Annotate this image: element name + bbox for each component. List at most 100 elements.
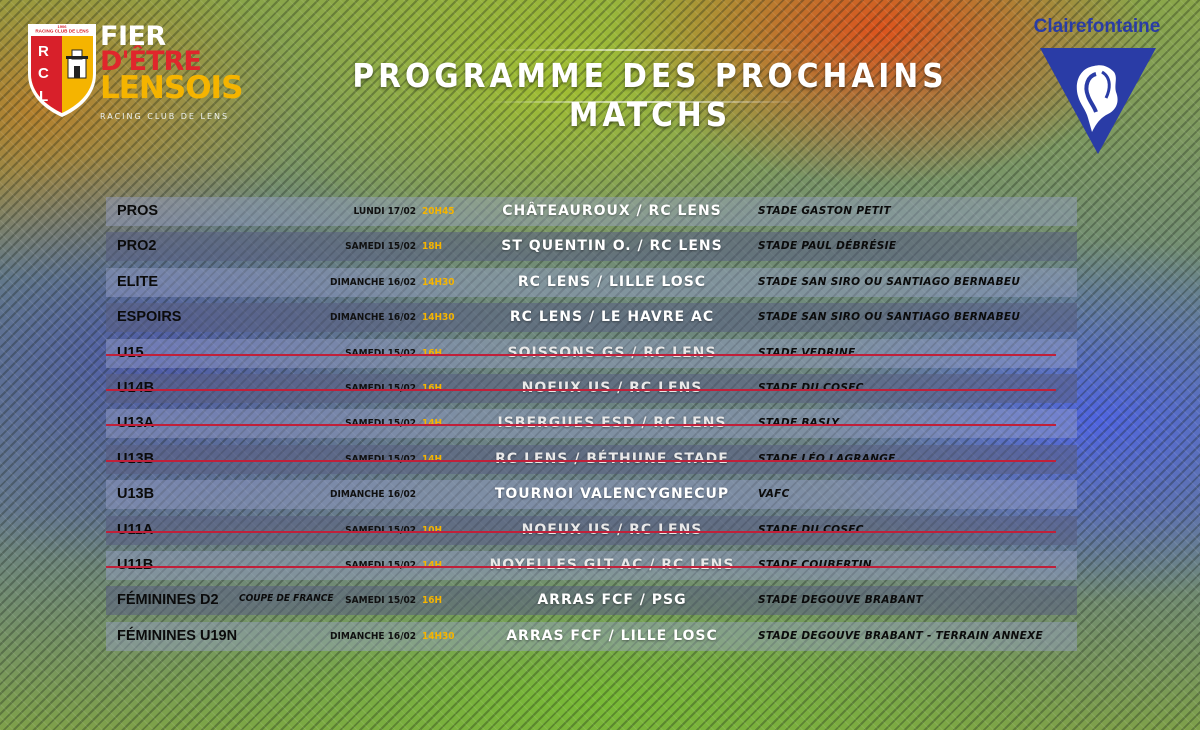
match-teams: SOISSONS GS / RC LENS — [507, 344, 717, 361]
match-time: 14H30 — [422, 312, 455, 324]
match-teams: RC LENS / BÉTHUNE STADE — [495, 450, 729, 467]
match-venue: STADE COUBERTIN — [758, 558, 872, 571]
match-venue: STADE LÉO LAGRANGE — [758, 452, 896, 465]
category-label: ESPOIRS — [117, 309, 182, 326]
title-rule-bottom — [480, 101, 810, 103]
cancelled-strike-line — [106, 459, 1056, 462]
page-title: PROGRAMME DES PROCHAINS MATCHS — [352, 56, 948, 134]
category-label: ELITE — [117, 273, 159, 290]
match-teams: ARRAS FCF / LILLE LOSC — [506, 627, 718, 644]
match-time: 16H — [422, 595, 443, 607]
match-date: SAMEDI 15/02 — [345, 348, 416, 359]
match-date: SAMEDI 15/02 — [345, 454, 416, 465]
match-date: LUNDI 17/02 — [353, 206, 416, 217]
match-venue: STADE PAUL DÉBRÉSIE — [758, 240, 897, 253]
table-row: ELITE DIMANCHE 16/02 14H30 RC LENS / LILLE … — [106, 267, 1077, 297]
match-date: DIMANCHE 16/02 — [330, 630, 416, 642]
table-row: PROS LUNDI 17/02 20H45 CHÂTEAUROUX / RC LEN… — [106, 197, 1077, 226]
category-label: U14B — [117, 379, 155, 396]
match-time: 14H30 — [422, 276, 455, 288]
match-time: 14H30 — [422, 630, 455, 642]
cancelled-strike-line — [106, 530, 1056, 533]
match-teams: NOEUX US / RC LENS — [521, 521, 703, 538]
match-teams: TOURNOI VALENCYGNECUP — [494, 486, 730, 503]
match-venue: STADE DU COSEC — [758, 381, 864, 394]
match-date: SAMEDI 15/02 — [345, 525, 416, 536]
match-time: 14H — [422, 418, 442, 429]
category-label: FÉMININES D2 — [117, 592, 219, 609]
category-label: PROS — [117, 203, 159, 219]
table-row: U13B DIMANCHE 16/02 TOURNOI VALENCYGNECUP V… — [106, 480, 1077, 510]
match-venue: STADE DU COSEC — [758, 523, 864, 536]
table-row: ESPOIRS DIMANCHE 16/02 14H30 RC LENS / LE H… — [106, 303, 1077, 333]
match-venue: STADE VEDRINE — [758, 346, 856, 359]
match-date: SAMEDI 15/02 — [345, 418, 416, 429]
match-venue: STADE SAN SIRO OU SANTIAGO BERNABEU — [758, 275, 1021, 288]
brand-line-3: LENSOIS — [100, 70, 243, 106]
match-date: DIMANCHE 16/02 — [330, 489, 416, 501]
match-time: 10H — [422, 525, 442, 536]
category-label: FÉMININES U19N — [117, 627, 238, 644]
match-venue: STADE DEGOUVE BRABANT - TERRAIN ANNEXE — [758, 629, 1043, 642]
match-schedule-table: PROS LUNDI 17/02 20H45 CHÂTEAUROUX / RC LEN… — [106, 197, 1077, 657]
match-date: DIMANCHE 16/02 — [330, 312, 416, 324]
match-venue: STADE DEGOUVE BRABANT — [758, 594, 924, 607]
logo-club-text: RACING CLUB DE LENS — [35, 29, 88, 34]
sponsor-logo — [1040, 48, 1156, 154]
category-label: U15 — [117, 344, 144, 361]
cancelled-strike-line — [106, 565, 1056, 568]
svg-text:R: R — [38, 43, 49, 60]
match-teams: RC LENS / LE HAVRE AC — [509, 309, 715, 326]
match-venue: STADE GASTON PETIT — [758, 205, 891, 217]
match-teams: ST QUENTIN O. / RC LENS — [501, 238, 723, 255]
match-time: 16H — [422, 383, 442, 394]
brand-slogan: FIER D'ÊTRE LENSOIS RACING CLUB DE LENS — [100, 21, 270, 121]
svg-text:C: C — [38, 65, 49, 82]
category-label: U11A — [117, 521, 154, 538]
match-teams: CHÂTEAUROUX / RC LENS — [502, 203, 722, 219]
match-date: DIMANCHE 16/02 — [330, 276, 416, 288]
table-row: FÉMININES U19N DIMANCHE 16/02 14H30 ARRAS F… — [106, 621, 1077, 651]
logo-year: 1906 — [58, 24, 68, 29]
cancelled-strike-line — [106, 424, 1056, 427]
match-teams: ARRAS FCF / PSG — [537, 592, 687, 609]
table-row: PRO2 SAMEDI 15/02 18H ST QUENTIN O. / RC LE… — [106, 232, 1077, 262]
brand-line-1: FIER — [100, 21, 166, 52]
match-teams: NOEUX US / RC LENS — [521, 379, 703, 396]
category-label: U13B — [117, 486, 155, 503]
sponsor-name: Clairefontaine — [1033, 16, 1161, 37]
match-date: SAMEDI 15/02 — [345, 560, 416, 571]
category-label: U13B — [117, 450, 155, 467]
table-row: U15 SAMEDI 15/02 16H SOISSONS GS / RC LENS S… — [106, 338, 1077, 368]
match-teams: RC LENS / LILLE LOSC — [517, 273, 707, 290]
brand-line-2: D'ÊTRE — [100, 46, 202, 77]
title-rule-top — [480, 49, 810, 51]
category-label: U11B — [117, 556, 154, 573]
cancelled-strike-line — [106, 388, 1056, 391]
match-venue: VAFC — [758, 488, 790, 501]
svg-text:L: L — [39, 88, 48, 105]
match-date: SAMEDI 15/02 — [345, 241, 416, 253]
table-row: FÉMININES D2 SAMEDI 15/02 16H ARRAS FCF / P… — [106, 586, 1077, 616]
rc-lens-logo: 1906 RACING CLUB DE LENS R C L — [28, 24, 96, 117]
match-time: 14H — [422, 560, 442, 571]
match-date: SAMEDI 15/02 — [345, 595, 416, 607]
category-label: U13A — [117, 415, 155, 432]
brand-subtitle: RACING CLUB DE LENS — [100, 112, 230, 121]
table-row: U11B SAMEDI 15/02 14H NOYELLES GLT AC / RC … — [106, 550, 1077, 580]
match-venue: STADE SAN SIRO OU SANTIAGO BERNABEU — [758, 311, 1021, 324]
match-time: 14H — [422, 454, 442, 465]
category-label: PRO2 — [117, 238, 157, 255]
match-teams: NOYELLES GLT AC / RC LENS — [489, 556, 735, 573]
match-time: 16H — [422, 348, 442, 359]
table-row: U13B SAMEDI 15/02 14H RC LENS / BÉTHUNE STA… — [106, 444, 1077, 474]
table-row: U14B SAMEDI 15/02 16H NOEUX US / RC LENS STA… — [106, 373, 1077, 403]
match-venue: STADE BASLY — [758, 417, 840, 430]
table-row: U13A SAMEDI 15/02 14H ISBERGUES ESD / RC LE… — [106, 409, 1077, 439]
match-time: 18H — [422, 241, 443, 253]
match-time: 20H45 — [422, 206, 455, 217]
match-teams: ISBERGUES ESD / RC LENS — [497, 415, 727, 432]
table-row: U11A SAMEDI 15/02 10H NOEUX US / RC LENS STA… — [106, 515, 1077, 545]
cancelled-strike-line — [106, 353, 1056, 356]
category-tag: COUPE DE FRANCE — [239, 593, 334, 605]
